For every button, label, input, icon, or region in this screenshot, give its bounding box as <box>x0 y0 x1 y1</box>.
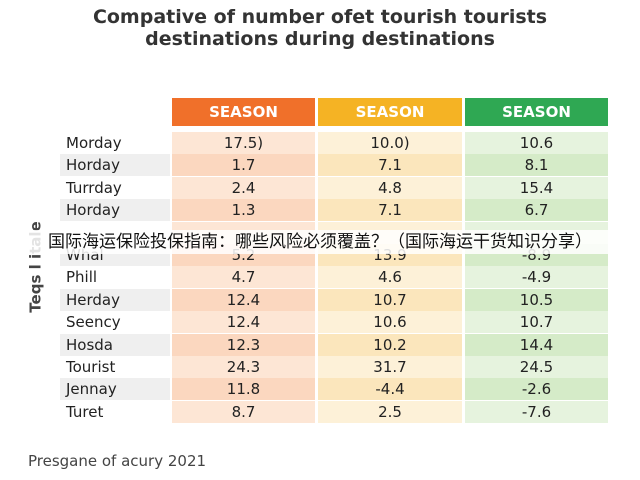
row-label: Turet <box>60 400 170 423</box>
row-label: Turrday <box>60 176 170 199</box>
cell: 10.2 <box>318 333 462 356</box>
cell: 4.8 <box>318 176 462 199</box>
cell: 2.5 <box>318 400 462 423</box>
cell: 4.6 <box>318 266 462 289</box>
row-label: Horday <box>60 154 170 177</box>
cell: -2.6 <box>465 378 608 401</box>
cell: 1.7 <box>172 154 315 177</box>
row-label: Tourist <box>60 356 170 378</box>
title: Compative of number ofet tourish tourist… <box>92 6 548 28</box>
cell: 24.3 <box>172 356 315 378</box>
column-header: SEASON <box>465 98 608 126</box>
cell: 6.7 <box>465 199 608 222</box>
cell: 14.4 <box>465 333 608 356</box>
banner: 国际海运保险投保指南：哪些风险必须覆盖？（国际海运干货知识分享） <box>0 230 640 254</box>
cell: 10.5 <box>465 288 608 311</box>
row-label: Herday <box>60 288 170 311</box>
cell: 1.3 <box>172 199 315 222</box>
cell: 10.7 <box>318 288 462 311</box>
cell: -4.9 <box>465 266 608 289</box>
cell: 10.7 <box>465 311 608 334</box>
cell: -7.6 <box>465 400 608 423</box>
cell: -4.4 <box>318 378 462 401</box>
cell: 2.4 <box>172 176 315 199</box>
cell: 8.7 <box>172 400 315 423</box>
row-label: Horday <box>60 199 170 222</box>
cell: 10.6 <box>318 311 462 334</box>
cell: 10.0) <box>318 132 462 154</box>
footer: Presgane of acury 2021 <box>28 452 207 470</box>
row-label: Morday <box>60 132 170 154</box>
cell: 24.5 <box>465 356 608 378</box>
cell: 11.8 <box>172 378 315 401</box>
title: destinations during destinations <box>145 28 495 50</box>
cell: 7.1 <box>318 154 462 177</box>
row-label: Phill <box>60 266 170 289</box>
cell: 12.4 <box>172 311 315 334</box>
cell: 10.6 <box>465 132 608 154</box>
column-header: SEASON <box>172 98 315 126</box>
row-label: Seency <box>60 311 170 334</box>
cell: 12.4 <box>172 288 315 311</box>
cell: 15.4 <box>465 176 608 199</box>
cell: 17.5) <box>172 132 315 154</box>
cell: 12.3 <box>172 333 315 356</box>
cell: 8.1 <box>465 154 608 177</box>
row-label: Hosda <box>60 333 170 356</box>
row-label: Jennay <box>60 378 170 401</box>
cell: 4.7 <box>172 266 315 289</box>
cell: 31.7 <box>318 356 462 378</box>
column-header: SEASON <box>318 98 462 126</box>
cell: 7.1 <box>318 199 462 222</box>
